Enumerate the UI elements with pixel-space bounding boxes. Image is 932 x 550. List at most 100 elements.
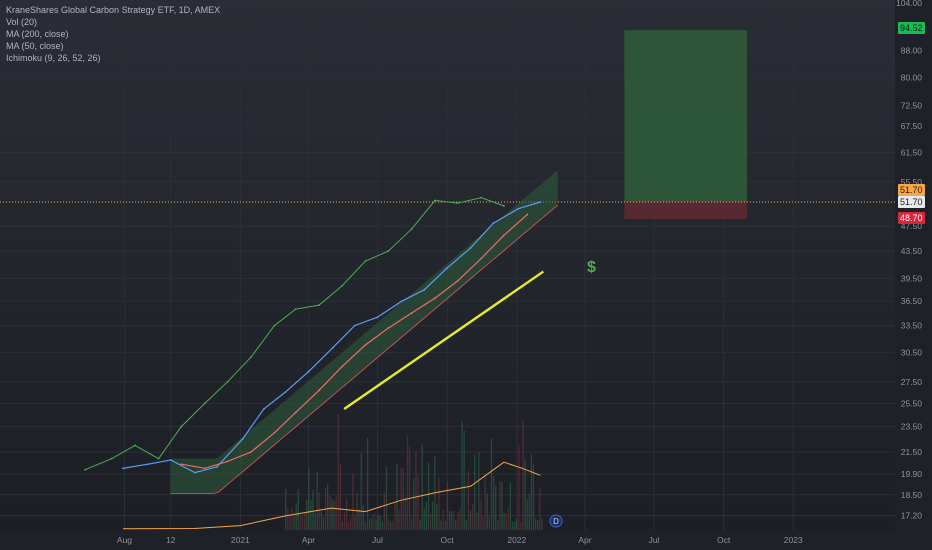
volume-bar — [507, 507, 509, 530]
volume-bar — [396, 464, 398, 530]
volume-bar — [530, 454, 533, 530]
series-2-point — [134, 444, 136, 447]
y-tick-label: 61.50 — [901, 148, 923, 158]
series-0-point — [353, 324, 356, 327]
volume-bar — [516, 518, 518, 530]
volume-bar — [411, 518, 413, 530]
volume-bar — [331, 498, 333, 530]
y-tick-label: 19.90 — [901, 469, 923, 479]
volume-bar — [400, 467, 402, 530]
series-1-point — [203, 467, 206, 470]
volume-bar — [303, 512, 306, 530]
series-2-point — [480, 196, 483, 199]
volume-bar — [476, 512, 478, 530]
last-close-tag: 51.70 — [898, 196, 925, 208]
volume-bar — [371, 518, 373, 530]
volume-bar — [327, 484, 329, 530]
y-tick-label: 23.50 — [901, 422, 923, 432]
legend-ma50[interactable]: MA (50, close) — [6, 41, 64, 51]
volume-bar — [534, 518, 537, 530]
volume-bar — [362, 505, 365, 530]
volume-bar — [360, 453, 362, 530]
volume-bar — [522, 420, 524, 530]
volume-ma-line — [122, 461, 541, 530]
volume-bar — [299, 516, 302, 530]
volume-bar — [499, 481, 501, 530]
series-1-point — [434, 297, 436, 299]
series-1-point — [273, 431, 276, 434]
volume-bar — [457, 512, 459, 530]
legend-ichimoku[interactable]: Ichimoku (9, 26, 52, 26) — [6, 53, 101, 63]
legend-ma200[interactable]: MA (200, close) — [6, 29, 69, 39]
volume-bar — [505, 513, 507, 530]
volume-bar — [484, 474, 486, 530]
volume-bar — [480, 499, 482, 530]
series-2-point — [318, 304, 321, 307]
series-1-point — [456, 279, 459, 282]
volume-bar — [438, 477, 440, 530]
series-0-point — [215, 466, 218, 468]
volume-bar — [343, 511, 346, 530]
ichimoku-lower-edge — [170, 204, 558, 494]
volume-bar — [322, 517, 325, 530]
series-1-point — [180, 463, 183, 466]
volume-bar — [306, 499, 308, 530]
volume-bar — [308, 469, 310, 530]
volume-bar — [354, 514, 356, 530]
volume-bar — [419, 519, 421, 530]
volume-bar — [442, 509, 444, 530]
legend-vol[interactable]: Vol (20) — [6, 17, 38, 27]
volume-bar — [314, 513, 316, 530]
volume-bar — [356, 493, 358, 530]
volume-bar — [434, 456, 436, 530]
volume-bar — [293, 515, 295, 530]
series-1-point — [387, 327, 389, 330]
series-1-point — [340, 365, 343, 368]
volume-bar — [291, 507, 293, 530]
y-tick-label: 18.50 — [901, 490, 923, 500]
volume-bar — [287, 509, 289, 530]
series-0-point — [400, 300, 403, 303]
volume-bar — [513, 521, 516, 530]
volume-bar — [423, 508, 425, 530]
volume-bar — [381, 521, 383, 530]
volume-bar — [471, 504, 474, 530]
volume-bar — [444, 520, 446, 530]
series-0-point — [376, 316, 379, 319]
chart-legend: KraneShares Global Carbon Strategy ETF, … — [6, 4, 220, 64]
trend-line — [343, 270, 545, 410]
y-tick-label: 21.50 — [901, 447, 923, 457]
volume-bar — [478, 451, 480, 530]
volume-bar — [469, 510, 472, 530]
volume-bar — [459, 508, 461, 530]
x-tick-label: Jul — [648, 535, 659, 545]
volume-bar — [511, 521, 514, 530]
volume-bar — [425, 502, 428, 530]
volume-bar — [358, 508, 360, 530]
volume-bar — [427, 462, 430, 530]
volume-bar — [337, 414, 339, 530]
volume-bar — [373, 513, 375, 530]
series-1-point — [364, 344, 367, 346]
y-tick-label: 104.00 — [896, 0, 922, 8]
series-2-point — [203, 402, 206, 405]
volume-bar — [398, 509, 400, 530]
series-0-point — [284, 391, 286, 394]
y-tick-label: 88.00 — [901, 45, 923, 55]
series-1-point — [250, 451, 252, 453]
series-2-point — [250, 356, 252, 358]
x-tick-label: Aug — [117, 535, 132, 545]
volume-bar — [541, 518, 543, 530]
series-2-point — [84, 468, 86, 471]
stop-zone — [624, 202, 748, 220]
series-0-point — [307, 370, 310, 373]
volume-bar — [455, 520, 457, 530]
x-tick-label: 2023 — [784, 535, 803, 545]
volume-bar — [387, 518, 390, 530]
volume-bar — [467, 470, 470, 530]
legend-title[interactable]: KraneShares Global Carbon Strategy ETF, … — [6, 5, 221, 15]
volume-bar — [297, 489, 299, 530]
volume-bar — [461, 421, 463, 530]
